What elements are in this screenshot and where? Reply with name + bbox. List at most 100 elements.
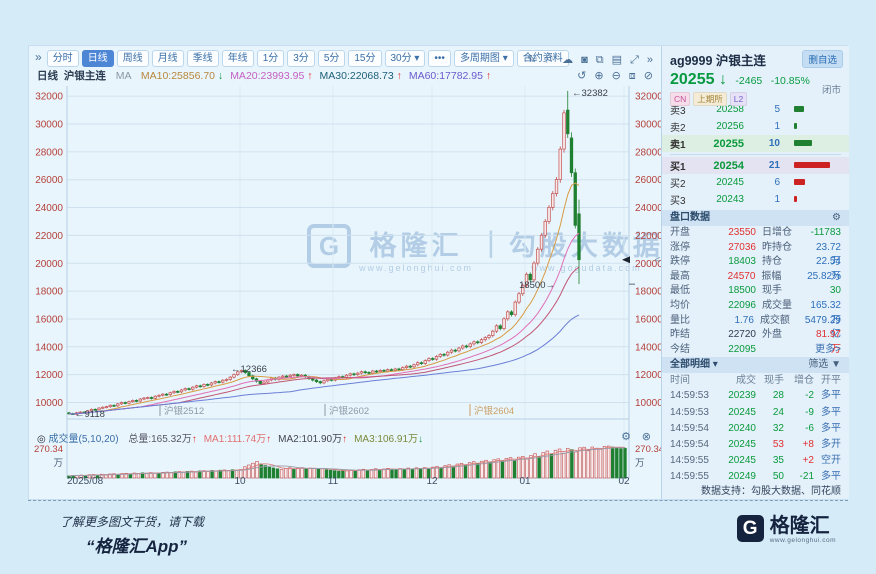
zoom-out-icon[interactable]: ⊖ [611, 70, 621, 82]
indicator-close-icon[interactable]: ⊗ [641, 431, 651, 443]
trade-open-close-flag: 多平 [821, 406, 841, 418]
svg-text:28000: 28000 [635, 147, 661, 158]
alert-icon[interactable]: ⚐ [544, 54, 555, 66]
svg-text:01: 01 [519, 476, 531, 486]
book-volume-bar [794, 140, 812, 146]
book-volume: 10 [768, 138, 780, 149]
period-tab-15分[interactable]: 15分 [348, 49, 382, 67]
fullscreen-icon[interactable]: ⤢ [630, 54, 639, 66]
draw-icon[interactable]: ✎ [527, 54, 537, 66]
price-change-pct: -10.85% [770, 75, 810, 87]
chart-toolbar: » 分时 日线 周线 月线 季线 年线 1分 3分 5分 15分 30分 ▾ ••• 多周期图 ▾ 合约资… [29, 46, 661, 68]
period-tab-5分[interactable]: 5分 [317, 49, 346, 67]
details-filter-button[interactable]: 筛选 [808, 359, 829, 371]
details-table: 时间 成交 现手 增仓 开平 14:59:53 20239 28 -2 多平 14:59:53 202… [662, 373, 849, 485]
trend-arrow-icon: ↑ [266, 434, 272, 445]
period-tab-30分[interactable]: 30分 ▾ [384, 49, 426, 67]
indicator-settings-icon[interactable]: ⚙ [621, 431, 631, 443]
pankou-more-link[interactable]: 更多> [815, 343, 841, 355]
book-volume-bar [794, 196, 797, 202]
svg-text:←32382: ←32382 [572, 88, 608, 99]
market-tags: CN 上期所 L2 [670, 92, 841, 106]
period-tab-年线[interactable]: 年线 [221, 49, 254, 67]
volume-indicator-name[interactable]: 成交量(5,10,20) [48, 434, 119, 445]
book-volume-bar [794, 123, 797, 129]
undo-icon[interactable]: ↺ [577, 70, 587, 82]
period-tab-合约资料[interactable]: 合约资料 [516, 49, 569, 67]
pankou-settings-icon[interactable]: ⚙ [832, 212, 841, 223]
reset-icon[interactable]: ⊘ [643, 70, 653, 82]
pankou-value: 18403 [728, 256, 756, 268]
pankou-label: 最低 [670, 285, 690, 297]
contract-name: 沪银主连 [715, 54, 766, 68]
trade-volume: 50 [772, 471, 784, 483]
details-row[interactable]: 14:59:54 20245 53 +8 多开 [662, 437, 849, 453]
period-tab-[interactable]: ••• [428, 49, 451, 67]
trade-open-close-flag: 空开 [821, 455, 841, 467]
frame-icon[interactable]: ⧈ [628, 70, 636, 82]
snapshot-icon[interactable]: ◙ [581, 54, 588, 66]
period-tab-季线[interactable]: 季线 [186, 49, 219, 67]
period-tab-周线[interactable]: 周线 [116, 49, 149, 67]
period-tab-分时[interactable]: 分时 [46, 49, 79, 67]
remove-watchlist-button[interactable]: 删自选 [802, 50, 843, 68]
pankou-row: 最低 18500 现手 30 [662, 284, 849, 299]
svg-text:18000: 18000 [635, 287, 661, 298]
trade-price: 20245 [728, 438, 756, 450]
pankou-label: 振幅 [761, 270, 782, 282]
details-caret-icon[interactable]: ▾ [712, 359, 718, 371]
pankou-value: 27036 [728, 241, 756, 253]
details-row[interactable]: 14:59:53 20245 24 -9 多平 [662, 405, 849, 421]
candles-layer [67, 90, 581, 416]
indicator-eye-icon[interactable]: ◎ [37, 434, 46, 445]
pankou-label: 昨结 [670, 329, 690, 341]
period-tab-多周期图[interactable]: 多周期图 ▾ [453, 49, 514, 67]
cloud-icon[interactable]: ☁ [562, 54, 574, 66]
book-volume: 1 [774, 121, 780, 132]
pankou-row: 量比 1.76 成交额 5479.29亿 [662, 314, 849, 341]
quote-window: » 分时 日线 周线 月线 季线 年线 1分 3分 5分 15分 30分 ▾ ••• 多周期图 ▾ 合约资… [28, 45, 849, 500]
period-tab-日线[interactable]: 日线 [81, 49, 114, 67]
watermark-partner-url: www.gogudata.com [531, 263, 642, 273]
book-row-卖3[interactable]: 卖3 20258 5 [662, 101, 849, 118]
pankou-value: 24570 [727, 270, 756, 282]
period-tab-1分[interactable]: 1分 [256, 49, 285, 67]
quote-header: ag9999 沪银主连 删自选 20255 ↓ -2465 -10.85% CN… [662, 46, 849, 106]
details-row[interactable]: 14:59:53 20239 28 -2 多平 [662, 388, 849, 404]
trade-volume: 24 [772, 406, 784, 418]
filter-funnel-icon[interactable]: ▼ [831, 359, 841, 371]
pankou-row: 涨停 27036 昨持仓 23.72万 [662, 241, 849, 268]
book-row-卖1[interactable]: 卖1 20255 10 [662, 135, 849, 152]
trade-volume: 53 [772, 438, 784, 450]
period-tab-3分[interactable]: 3分 [287, 49, 315, 67]
svg-text:沪银2604: 沪银2604 [474, 405, 514, 417]
layout-icon[interactable]: ▤ [611, 54, 623, 66]
trade-price: 20245 [728, 406, 756, 418]
svg-text:←12366: ←12366 [231, 364, 267, 375]
panel-collapse-handle[interactable]: < [654, 255, 661, 266]
book-row-卖2[interactable]: 卖2 20256 1 [662, 118, 849, 135]
book-row-买3[interactable]: 买3 20243 1 [662, 191, 849, 208]
watermark-logo-icon: G [307, 224, 351, 268]
book-row-买2[interactable]: 买2 20245 6 [662, 174, 849, 191]
book-volume-bar [794, 179, 805, 185]
zoom-in-icon[interactable]: ⊕ [594, 70, 604, 82]
quote-panel: ag9999 沪银主连 删自选 20255 ↓ -2465 -10.85% CN… [661, 46, 849, 499]
price-down-arrow-icon: ↓ [718, 71, 727, 88]
details-row[interactable]: 14:59:55 20245 35 +2 空开 [662, 453, 849, 469]
details-row[interactable]: 14:59:55 20249 50 -21 多平 [662, 469, 849, 485]
more-tools-icon[interactable]: » [646, 54, 653, 66]
details-row[interactable]: 14:59:54 20240 32 -6 多平 [662, 421, 849, 437]
details-title[interactable]: 全部明细 [670, 359, 710, 371]
svg-text:30000: 30000 [635, 120, 661, 131]
toolbar-expand-icon[interactable]: » [35, 50, 42, 64]
book-row-买1[interactable]: 买1 20254 21 [662, 157, 849, 174]
book-volume: 5 [774, 104, 780, 115]
compare-icon[interactable]: ⧉ [595, 54, 604, 66]
brand-logo: G 格隆汇 www.gelonghui.com [736, 515, 836, 544]
candlestick-chart[interactable]: 32000 32000 30000 30000 28000 28000 26000 26000… [29, 86, 661, 486]
trend-arrow-icon: ↑ [342, 434, 348, 445]
trade-time: 14:59:55 [670, 455, 709, 467]
svg-text:18000: 18000 [35, 287, 63, 298]
period-tab-月线[interactable]: 月线 [151, 49, 184, 67]
